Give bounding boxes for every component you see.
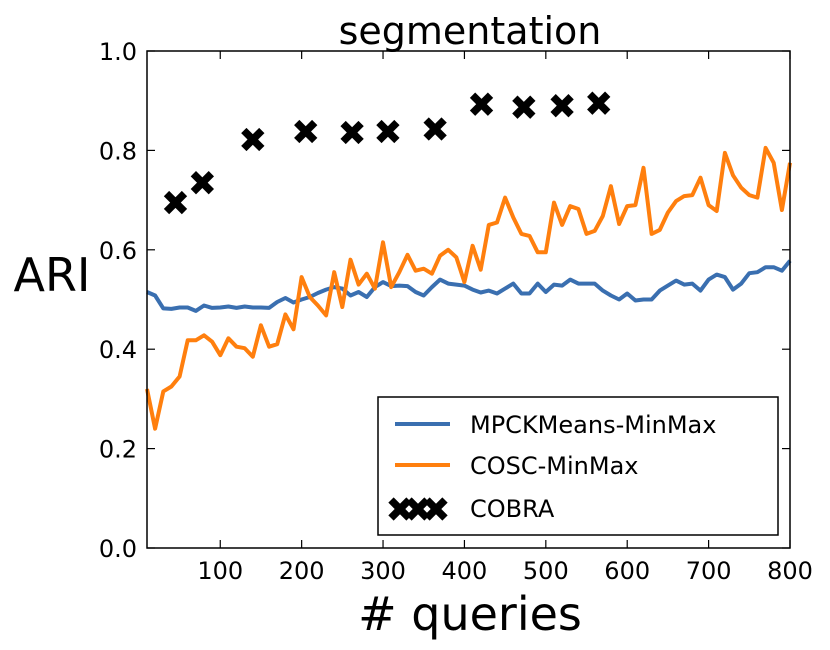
plot-series xyxy=(145,91,792,431)
cobra-point xyxy=(294,119,318,144)
legend-cobra-marker xyxy=(424,497,448,521)
x-tick-label: 800 xyxy=(767,557,813,585)
x-axis-label: # queries xyxy=(358,587,582,641)
cobra-point xyxy=(190,171,214,195)
cobra-point xyxy=(587,91,611,115)
cobra-point xyxy=(550,94,574,118)
series-line-mpckmeans xyxy=(146,259,792,313)
series-line-cosc xyxy=(145,145,792,431)
legend-swatch-cobra xyxy=(388,497,448,521)
legend: MPCKMeans-MinMax COSC-MinMax COBRA xyxy=(377,396,779,536)
legend-label-cobra: COBRA xyxy=(470,495,555,523)
x-tick-label: 600 xyxy=(604,557,650,585)
plot-frame xyxy=(146,50,791,549)
legend-cobra-marker xyxy=(406,497,430,521)
axis-ticks: 100 200 300 400 500 600 700 800 0.0 0.2 0.4 0.6 0.8 1… xyxy=(99,38,813,585)
x-tick-label: 200 xyxy=(279,557,325,585)
y-tick-label: 0.4 xyxy=(99,336,137,364)
chart-title: segmentation xyxy=(339,9,602,53)
y-tick-label: 0.0 xyxy=(99,535,137,563)
y-tick-label: 0.6 xyxy=(99,237,137,265)
x-tick-label: 700 xyxy=(686,557,732,585)
x-tick-label: 100 xyxy=(197,557,243,585)
cobra-point xyxy=(512,95,536,119)
y-tick-label: 1.0 xyxy=(99,38,137,66)
cobra-point xyxy=(340,120,364,145)
cobra-point xyxy=(241,127,265,152)
y-axis-label: ARI xyxy=(14,248,91,302)
legend-cobra-marker xyxy=(388,497,412,521)
cobra-point xyxy=(423,117,447,141)
y-tick-label: 0.8 xyxy=(99,137,137,165)
legend-label-mpckmeans: MPCKMeans-MinMax xyxy=(470,411,716,439)
cobra-point xyxy=(469,92,494,116)
x-tick-label: 300 xyxy=(360,557,406,585)
cobra-point xyxy=(376,119,400,144)
legend-label-cosc: COSC-MinMax xyxy=(470,452,639,480)
x-tick-label: 500 xyxy=(523,557,569,585)
y-tick-label: 0.2 xyxy=(99,436,137,464)
cobra-point xyxy=(163,190,188,215)
x-tick-label: 400 xyxy=(442,557,488,585)
